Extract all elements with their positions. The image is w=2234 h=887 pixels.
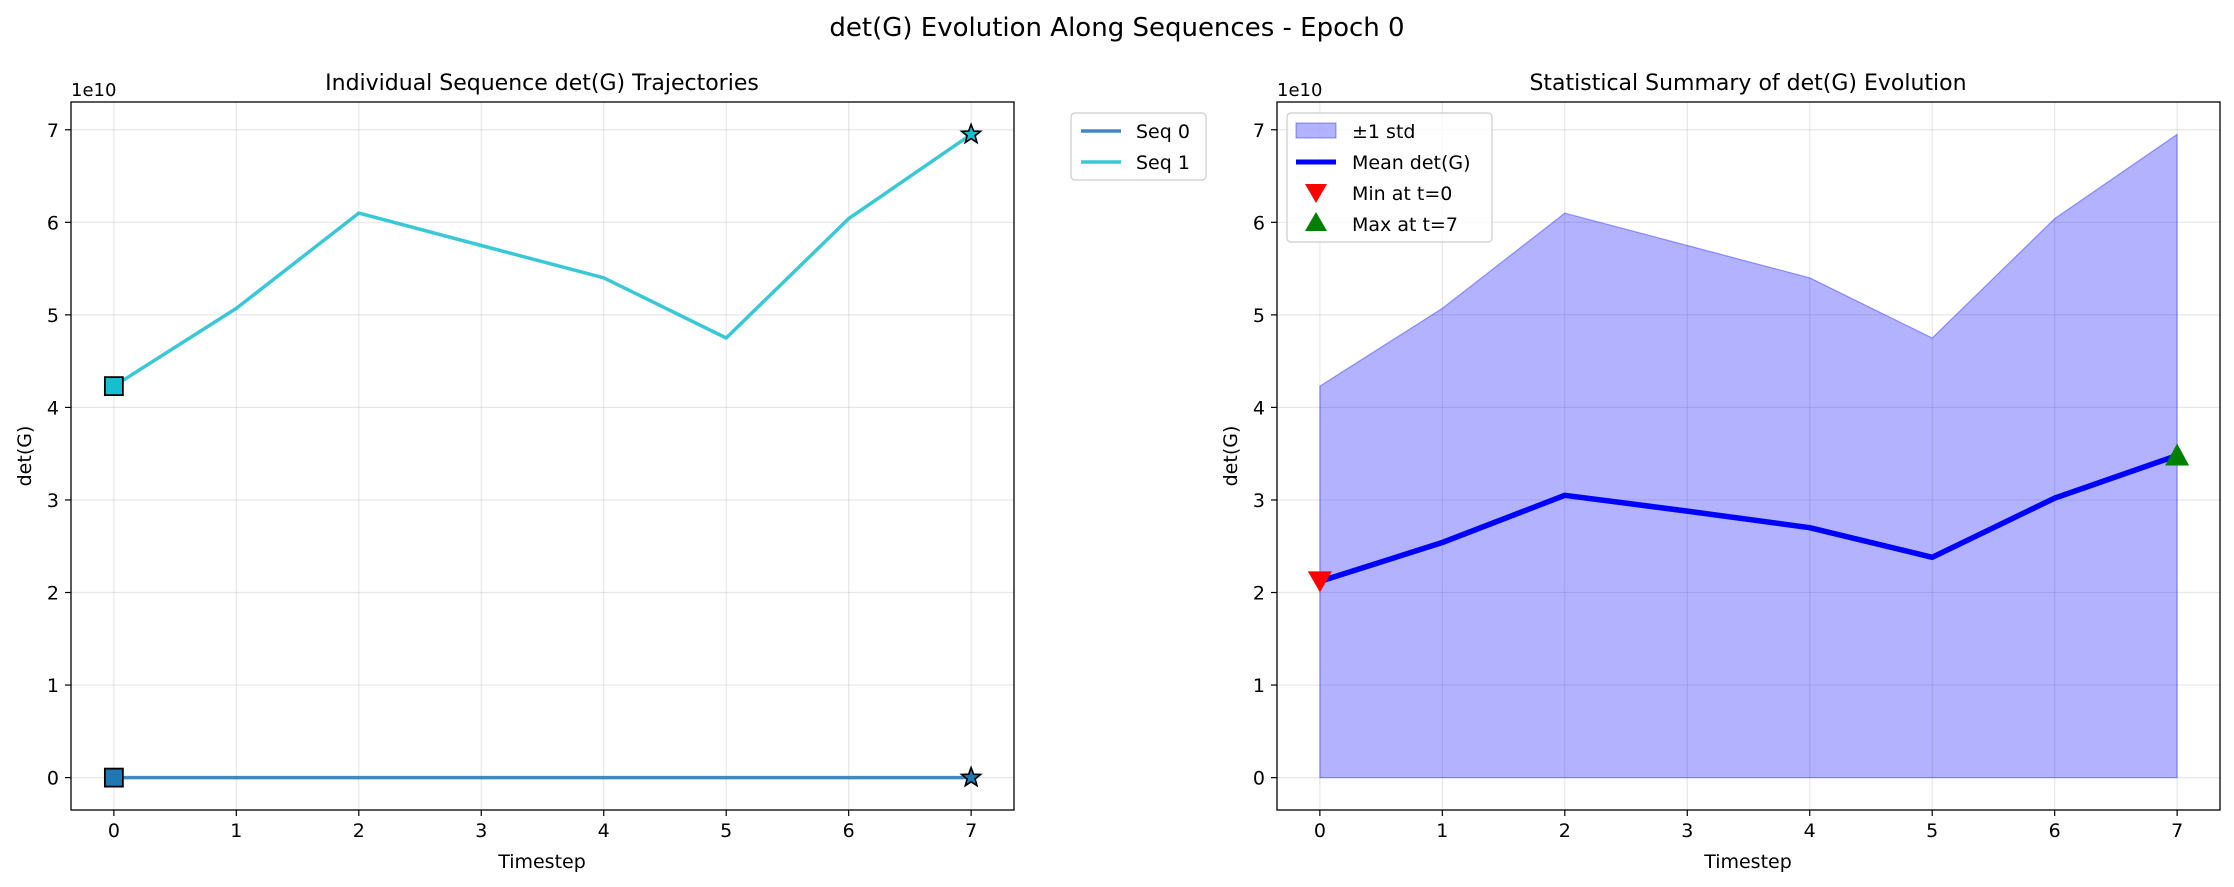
left-x-tick-label-7: 7 xyxy=(965,820,977,842)
right-y-tick-label-7: 7 xyxy=(1253,120,1265,142)
right-legend: ±1 std Mean det(G) Min at t=0 Max at t=7 xyxy=(1286,112,1493,243)
right-x-axis-label: Timestep xyxy=(1703,851,1792,873)
legend-label-seq-0: Seq 0 xyxy=(1136,121,1190,143)
right-x-tick-label-5: 5 xyxy=(1926,820,1938,842)
start-marker-seq-0 xyxy=(103,767,124,788)
legend-swatch-max-triangle-up xyxy=(1305,212,1327,231)
left-y-axis-label: det(G) xyxy=(14,426,36,487)
end-marker-seq-0 xyxy=(959,765,983,788)
left-plot-area xyxy=(71,102,1014,810)
right-x-tick-label-4: 4 xyxy=(1804,820,1816,842)
left-axes-frame xyxy=(70,101,1015,811)
legend-label-std-band: ±1 std xyxy=(1352,121,1415,143)
left-x-tick-label-4: 4 xyxy=(598,820,610,842)
left-y-offset-label: 1e10 xyxy=(71,80,116,101)
legend-entry-seq-0: Seq 0 xyxy=(1081,121,1190,143)
left-x-axis-label: Timestep xyxy=(497,851,586,873)
left-ticks: 0 1 2 3 4 5 6 7 0 1 2 3 4 5 6 7 xyxy=(47,120,977,842)
left-chart: 0 1 2 3 4 5 6 7 0 1 2 3 4 5 6 7 Individual Sequence det… xyxy=(14,71,1015,873)
right-x-tick-label-0: 0 xyxy=(1314,820,1326,842)
legend-entry-std-band: ±1 std xyxy=(1295,121,1415,143)
left-marks xyxy=(103,122,983,788)
left-y-tick-label-0: 0 xyxy=(47,768,59,790)
left-legend: Seq 0 Seq 1 xyxy=(1070,112,1207,181)
right-y-tick-label-5: 5 xyxy=(1253,305,1265,327)
right-chart-title: Statistical Summary of det(G) Evolution xyxy=(1529,71,1966,96)
right-y-tick-label-4: 4 xyxy=(1253,397,1265,419)
right-ticks: 0 1 2 3 4 5 6 7 0 1 2 3 4 5 6 7 xyxy=(1253,120,2183,842)
start-marker-seq-1 xyxy=(103,376,124,397)
min-marker xyxy=(1307,571,1332,593)
series-line-seq-1 xyxy=(112,132,973,388)
left-y-tick-label-3: 3 xyxy=(47,490,59,512)
right-y-tick-label-2: 2 xyxy=(1253,583,1265,605)
left-x-tick-label-1: 1 xyxy=(230,820,242,842)
legend-label-min: Min at t=0 xyxy=(1352,183,1452,205)
left-y-tick-label-7: 7 xyxy=(47,120,59,142)
right-chart: 0 1 2 3 4 5 6 7 0 1 2 3 4 5 6 7 Statistical Summary of … xyxy=(1220,71,2221,873)
right-x-tick-label-2: 2 xyxy=(1559,820,1571,842)
right-y-offset-label: 1e10 xyxy=(1277,80,1322,101)
left-y-tick-label-2: 2 xyxy=(47,583,59,605)
legend-swatch-std-band xyxy=(1295,122,1337,139)
left-grid xyxy=(71,102,1014,810)
left-chart-title: Individual Sequence det(G) Trajectories xyxy=(325,71,759,96)
legend-entry-min: Min at t=0 xyxy=(1305,183,1452,205)
left-y-tick-label-5: 5 xyxy=(47,305,59,327)
end-marker-seq-1 xyxy=(959,122,983,145)
mean-line xyxy=(1319,452,2179,585)
legend-label-mean: Mean det(G) xyxy=(1352,152,1471,174)
right-y-tick-label-6: 6 xyxy=(1253,212,1265,234)
right-legend-frame xyxy=(1286,112,1493,243)
right-y-tick-label-3: 3 xyxy=(1253,490,1265,512)
max-marker xyxy=(2165,443,2190,466)
legend-label-max: Max at t=7 xyxy=(1352,214,1458,236)
left-x-tick-label-6: 6 xyxy=(843,820,855,842)
legend-swatch-min-triangle-down xyxy=(1305,184,1327,203)
left-x-tick-label-2: 2 xyxy=(353,820,365,842)
left-x-tick-label-3: 3 xyxy=(475,820,487,842)
figure-suptitle: det(G) Evolution Along Sequences - Epoch… xyxy=(829,13,1404,43)
right-x-tick-label-7: 7 xyxy=(2171,820,2183,842)
right-x-tick-label-6: 6 xyxy=(2049,820,2061,842)
legend-entry-mean: Mean det(G) xyxy=(1296,152,1471,174)
right-x-tick-label-3: 3 xyxy=(1681,820,1693,842)
right-y-tick-label-1: 1 xyxy=(1253,675,1265,697)
legend-entry-seq-1: Seq 1 xyxy=(1081,152,1190,174)
std-band-area xyxy=(1319,133,2178,779)
left-x-tick-label-5: 5 xyxy=(720,820,732,842)
left-y-tick-label-4: 4 xyxy=(47,397,59,419)
legend-label-seq-1: Seq 1 xyxy=(1136,152,1190,174)
right-x-tick-label-1: 1 xyxy=(1436,820,1448,842)
right-y-axis-label: det(G) xyxy=(1220,426,1242,487)
left-y-tick-label-1: 1 xyxy=(47,675,59,697)
right-y-tick-label-0: 0 xyxy=(1253,768,1265,790)
right-axes-frame xyxy=(1276,101,2221,811)
left-y-tick-label-6: 6 xyxy=(47,212,59,234)
left-x-tick-label-0: 0 xyxy=(108,820,120,842)
right-marks xyxy=(1307,133,2190,779)
legend-entry-max: Max at t=7 xyxy=(1305,212,1458,236)
